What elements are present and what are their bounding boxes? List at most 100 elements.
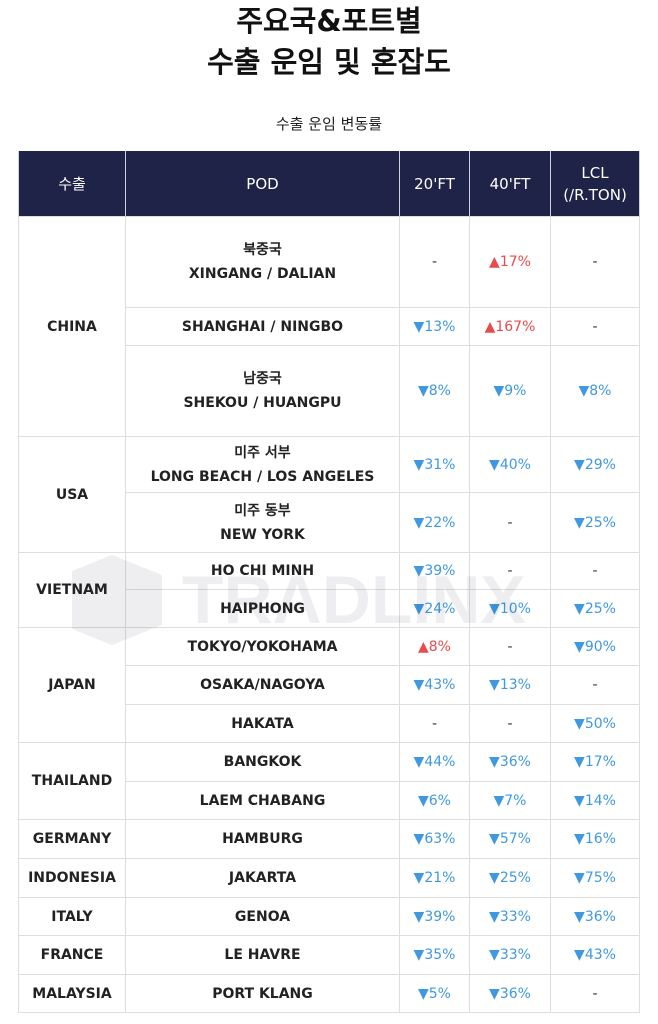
pod-cell: SHANGHAI / NINGBO	[125, 307, 400, 346]
rate-lcl: -	[550, 665, 640, 705]
header-40ft: 40'FT	[469, 151, 551, 217]
rate-20ft: ▼5%	[399, 974, 470, 1013]
rate-20ft: ▼6%	[399, 781, 470, 820]
table-row: GERMANY HAMBURG ▼63% ▼57% ▼16%	[18, 819, 640, 859]
rate-lcl: -	[550, 974, 640, 1013]
table-row: MALAYSIA PORT KLANG ▼5% ▼36% -	[18, 974, 640, 1013]
rate-20ft: ▼31%	[399, 436, 470, 493]
country-cell: MALAYSIA	[18, 974, 126, 1013]
rate-20ft: ▼13%	[399, 307, 470, 346]
rate-40ft: ▲167%	[469, 307, 551, 346]
rate-40ft: -	[469, 552, 551, 590]
pod-cell: 미주 서부 LONG BEACH / LOS ANGELES	[125, 436, 400, 493]
pod-region: 북중국	[243, 242, 282, 258]
rate-40ft: ▼33%	[469, 897, 551, 936]
title-line-1: 주요국&포트별	[236, 4, 422, 38]
country-cell: JAPAN	[18, 627, 126, 743]
header-20ft: 20'FT	[399, 151, 470, 217]
rate-lcl: ▼25%	[550, 589, 640, 628]
rate-40ft: ▼36%	[469, 974, 551, 1013]
country-cell: THAILAND	[18, 742, 126, 820]
header-lcl: LCL (/R.TON)	[550, 151, 640, 217]
pod-cell: JAKARTA	[125, 858, 400, 898]
rate-40ft: ▼33%	[469, 935, 551, 975]
pod-cell: HAKATA	[125, 704, 400, 743]
header-export: 수출	[18, 151, 126, 217]
rate-20ft: ▼44%	[399, 742, 470, 782]
rate-20ft: ▼43%	[399, 665, 470, 705]
pod-cell: BANGKOK	[125, 742, 400, 782]
rate-40ft: ▼9%	[469, 345, 551, 437]
country-cell: ITALY	[18, 897, 126, 936]
header-row: 수출 POD 20'FT 40'FT LCL (/R.TON)	[18, 151, 640, 217]
pod-cell: HAMBURG	[125, 819, 400, 859]
pod-cell: OSAKA/NAGOYA	[125, 665, 400, 705]
pod-cell: LAEM CHABANG	[125, 781, 400, 820]
pod-region: 남중국	[243, 371, 282, 387]
page-title: 주요국&포트별 수출 운임 및 혼잡도	[0, 0, 658, 83]
rate-20ft: ▼21%	[399, 858, 470, 898]
rate-40ft: -	[469, 492, 551, 553]
rate-40ft: -	[469, 627, 551, 666]
rate-lcl: -	[550, 307, 640, 346]
rate-20ft: ▼35%	[399, 935, 470, 975]
pod-cell: PORT KLANG	[125, 974, 400, 1013]
rate-40ft: ▼40%	[469, 436, 551, 493]
rate-40ft: -	[469, 704, 551, 743]
country-cell: USA	[18, 436, 126, 553]
table-row: HAKATA - - ▼50%	[19, 704, 640, 743]
table-row: THAILAND BANGKOK ▼44% ▼36% ▼17%	[18, 742, 640, 820]
table-row: OSAKA/NAGOYA ▼43% ▼13% -	[19, 665, 640, 705]
rate-20ft: ▼24%	[399, 589, 470, 628]
pod-cell: LE HAVRE	[125, 935, 400, 975]
rate-lcl: ▼90%	[550, 627, 640, 666]
rate-lcl: ▼16%	[550, 819, 640, 859]
rate-lcl: ▼17%	[550, 742, 640, 782]
table-row: INDONESIA JAKARTA ▼21% ▼25% ▼75%	[18, 858, 640, 898]
table-row: USA 미주 서부 LONG BEACH / LOS ANGELES ▼31% …	[18, 436, 640, 553]
table-row: CHINA 북중국 XINGANG / DALIAN - ▲17% -	[18, 216, 640, 437]
pod-name: LONG BEACH / LOS ANGELES	[150, 468, 375, 485]
rate-lcl: ▼36%	[550, 897, 640, 936]
rate-40ft: ▼7%	[469, 781, 551, 820]
pod-name: XINGANG / DALIAN	[188, 266, 337, 282]
table-row: ITALY GENOA ▼39% ▼33% ▼36%	[18, 897, 640, 936]
header-lcl-line1: LCL	[581, 163, 609, 182]
rate-lcl: ▼43%	[550, 935, 640, 975]
country-cell: VIETNAM	[18, 552, 126, 628]
rate-40ft: ▲17%	[469, 216, 551, 308]
pod-cell: 남중국 SHEKOU / HUANGPU	[125, 345, 400, 437]
title-line-2: 수출 운임 및 혼잡도	[207, 45, 451, 79]
rate-lcl: -	[550, 216, 640, 308]
country-cell: INDONESIA	[18, 858, 126, 898]
rate-lcl: ▼25%	[550, 492, 640, 553]
rate-20ft: -	[399, 704, 470, 743]
rate-40ft: ▼57%	[469, 819, 551, 859]
pod-cell: GENOA	[125, 897, 400, 936]
rate-40ft: ▼13%	[469, 665, 551, 705]
rate-20ft: ▼63%	[399, 819, 470, 859]
rate-40ft: ▼36%	[469, 742, 551, 782]
country-cell: GERMANY	[18, 819, 126, 859]
table-row: HAIPHONG ▼24% ▼10% ▼25%	[19, 589, 640, 628]
pod-cell: HAIPHONG	[125, 589, 400, 628]
rate-20ft: ▲8%	[399, 627, 470, 666]
table-row: JAPAN TOKYO/YOKOHAMA ▲8% - ▼90%	[18, 627, 640, 743]
pod-cell: 미주 동부 NEW YORK	[125, 492, 400, 553]
country-cell: CHINA	[18, 216, 126, 437]
pod-name: SHEKOU / HUANGPU	[183, 395, 342, 411]
rate-lcl: ▼75%	[550, 858, 640, 898]
table-row: FRANCE LE HAVRE ▼35% ▼33% ▼43%	[18, 935, 640, 975]
pod-region: 미주 동부	[234, 502, 291, 519]
rate-20ft: ▼39%	[399, 552, 470, 590]
table-row: LAEM CHABANG ▼6% ▼7% ▼14%	[19, 781, 640, 820]
rate-20ft: -	[399, 216, 470, 308]
header-lcl-line2: (/R.TON)	[563, 185, 627, 204]
rate-lcl: ▼29%	[550, 436, 640, 493]
pod-name: NEW YORK	[220, 526, 305, 543]
table-row: VIETNAM HO CHI MINH ▼39% - -	[18, 552, 640, 628]
pod-cell: 북중국 XINGANG / DALIAN	[125, 216, 400, 308]
pod-cell: TOKYO/YOKOHAMA	[125, 627, 400, 666]
pod-cell: HO CHI MINH	[125, 552, 400, 590]
header-pod: POD	[125, 151, 400, 217]
